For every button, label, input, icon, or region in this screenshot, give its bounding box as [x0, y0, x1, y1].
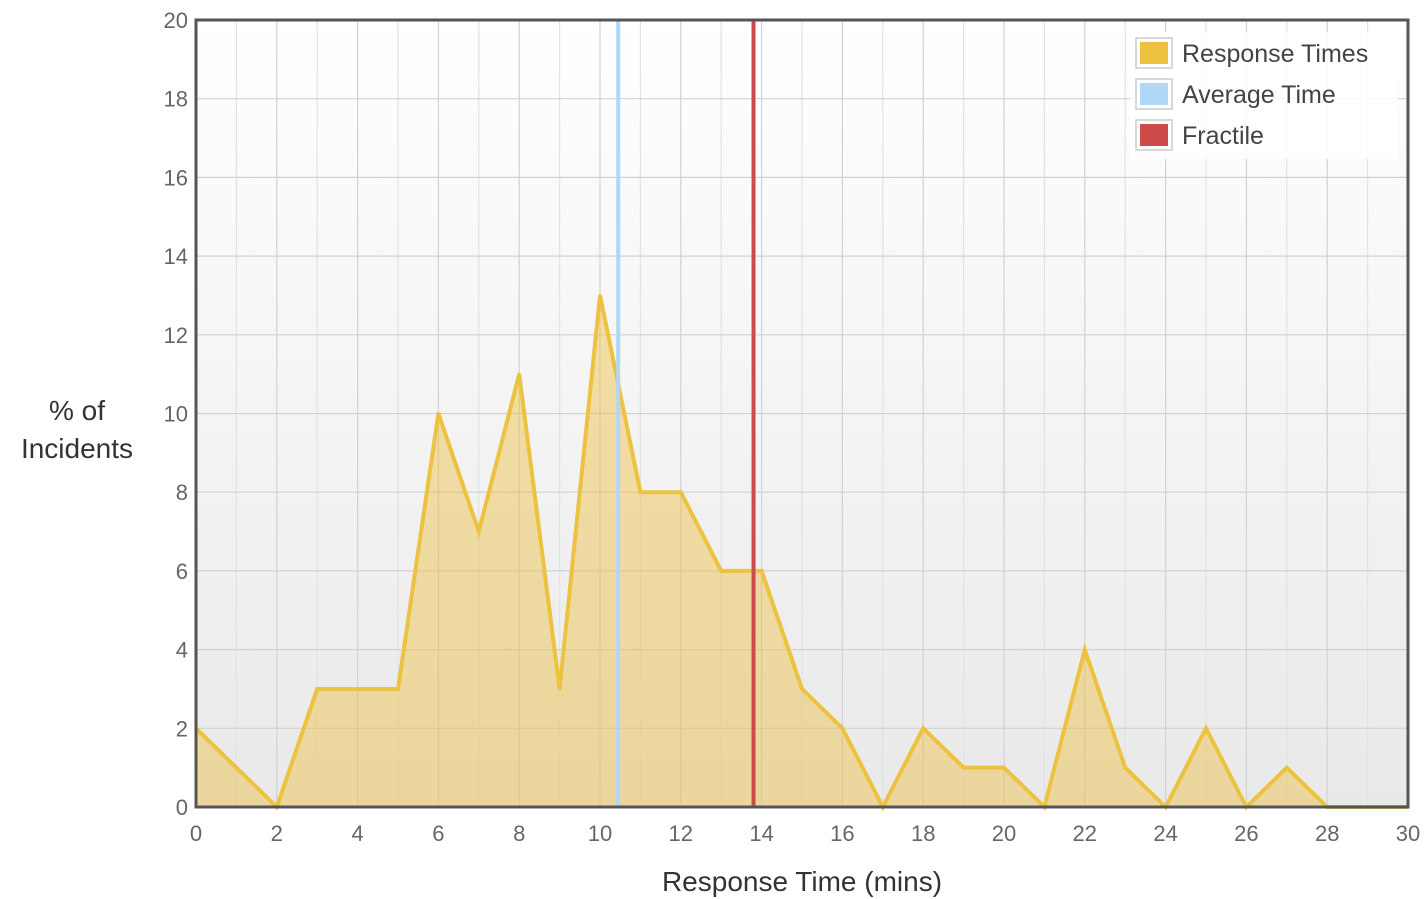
data-point	[396, 687, 400, 691]
y-axis-title-line-1: % of	[49, 395, 105, 426]
x-axis-title: Response Time (mins)	[662, 866, 942, 897]
x-tick-label: 12	[669, 821, 693, 846]
x-tick-label: 16	[830, 821, 854, 846]
x-tick-label: 18	[911, 821, 935, 846]
legend-swatch	[1140, 83, 1168, 105]
data-point	[921, 726, 925, 730]
series-area	[196, 295, 1408, 807]
data-point	[517, 372, 521, 376]
data-point	[719, 569, 723, 573]
data-point	[1002, 766, 1006, 770]
legend-swatch	[1140, 124, 1168, 146]
data-point	[1285, 766, 1289, 770]
data-point	[679, 490, 683, 494]
x-tick-label: 30	[1396, 821, 1420, 846]
y-tick-label: 10	[164, 402, 188, 427]
x-tick-label: 20	[992, 821, 1016, 846]
y-tick-label: 16	[164, 165, 188, 190]
x-tick-label: 14	[749, 821, 773, 846]
data-point	[760, 569, 764, 573]
y-tick-labels: 0 2 4 6 8 10 12 14 16 18 20	[164, 8, 188, 820]
x-tick-label: 4	[351, 821, 363, 846]
data-point	[598, 293, 602, 297]
x-tick-label: 8	[513, 821, 525, 846]
y-tick-label: 12	[164, 323, 188, 348]
legend: Response Times Average Time Fractile	[1130, 32, 1398, 159]
data-point	[477, 530, 481, 534]
data-point	[962, 766, 966, 770]
reference-lines	[616, 20, 756, 807]
data-point	[1123, 766, 1127, 770]
x-tick-label: 28	[1315, 821, 1339, 846]
data-point	[800, 687, 804, 691]
x-tick-label: 0	[190, 821, 202, 846]
y-tick-label: 8	[176, 480, 188, 505]
y-axis-title-line-2: Incidents	[21, 433, 133, 464]
data-point	[558, 687, 562, 691]
legend-swatch	[1140, 42, 1168, 64]
data-point	[315, 687, 319, 691]
data-point	[1204, 726, 1208, 730]
data-point	[436, 412, 440, 415]
y-tick-label: 0	[176, 795, 188, 820]
y-tick-label: 14	[164, 244, 188, 269]
legend-label: Average Time	[1182, 81, 1336, 109]
y-tick-label: 6	[176, 559, 188, 584]
legend-label: Fractile	[1182, 122, 1264, 150]
data-point	[1083, 648, 1087, 652]
x-tick-label: 22	[1073, 821, 1097, 846]
legend-label: Response Times	[1182, 40, 1368, 68]
x-tick-label: 24	[1153, 821, 1177, 846]
x-tick-label: 2	[271, 821, 283, 846]
series-line	[194, 295, 1408, 812]
plot-border	[194, 18, 1410, 809]
data-point	[638, 490, 642, 494]
x-tick-label: 26	[1234, 821, 1258, 846]
x-tick-labels: 0 2 4 6 8 10 12 14 16 18 20 22 24 26 28 30	[190, 821, 1420, 846]
y-tick-label: 2	[176, 716, 188, 741]
y-tick-label: 20	[164, 8, 188, 33]
y-tick-label: 4	[176, 638, 188, 663]
legend-background	[1130, 32, 1398, 159]
x-tick-label: 6	[432, 821, 444, 846]
data-point	[356, 687, 360, 691]
data-point	[840, 726, 844, 730]
y-tick-label: 18	[164, 87, 188, 112]
x-tick-label: 10	[588, 821, 612, 846]
